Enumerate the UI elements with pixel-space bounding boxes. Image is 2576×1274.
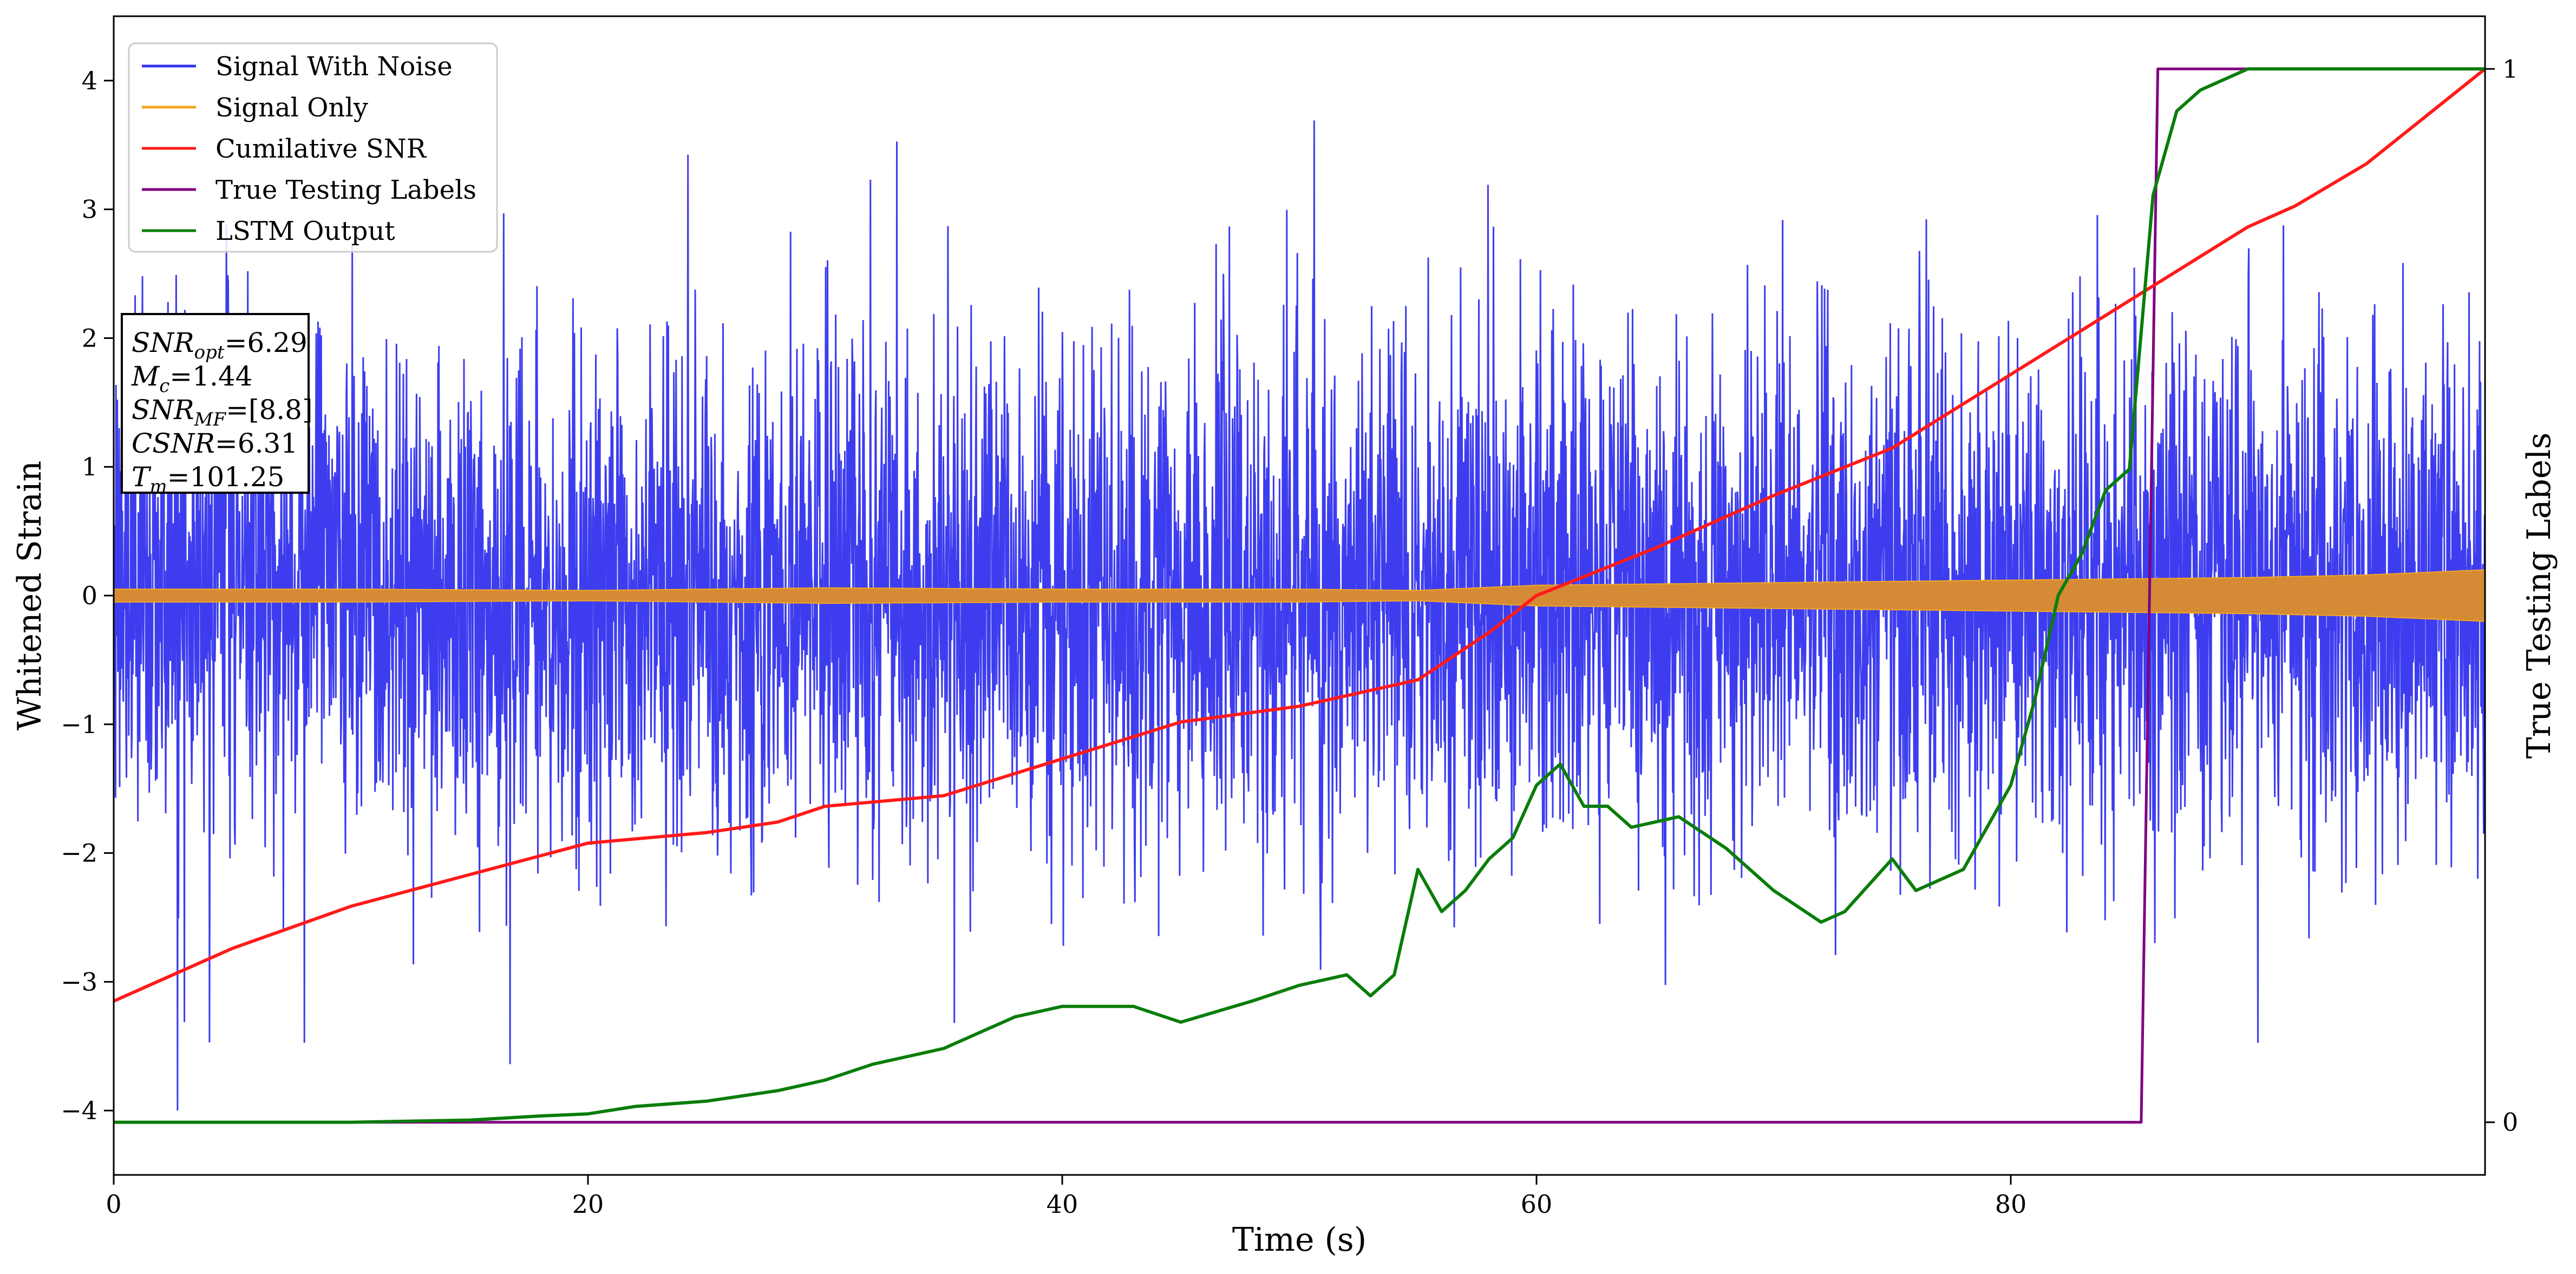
parameter-line: SNRMF=[8.8] <box>132 394 313 430</box>
y-left-tick-label: −1 <box>61 710 97 739</box>
x-axis: 0 20 40 60 80 <box>106 1175 2026 1219</box>
legend-label: LSTM Output <box>215 216 395 246</box>
legend-label: Signal With Noise <box>215 51 453 82</box>
right-axis-series <box>114 67 2485 1124</box>
y-left-tick-label: −4 <box>61 1096 97 1125</box>
y-axis-right-title: True Testing Labels <box>2520 433 2558 759</box>
y-axis-left: −4 −3 −2 −1 0 1 2 3 4 <box>61 66 114 1125</box>
true-testing-labels-line <box>114 67 2296 1124</box>
y-axis-right: 01 <box>2485 54 2518 1137</box>
y-left-tick-label: 3 <box>82 195 97 224</box>
parameter-line: CSNR=6.31 <box>132 428 298 459</box>
parameter-line: Mc=1.44 <box>131 361 252 397</box>
y-left-tick-label: 1 <box>82 452 97 481</box>
legend-label: Signal Only <box>215 93 368 123</box>
y-right-tick-label: 1 <box>2502 54 2518 83</box>
x-tick-label: 0 <box>106 1190 121 1219</box>
y-right-tick-label: 0 <box>2502 1108 2518 1137</box>
parameter-line: Tm=101.25 <box>132 461 284 498</box>
cumulative-snr-line <box>114 67 2485 1003</box>
parameter-line: SNRopt=6.29 <box>132 327 308 363</box>
legend-box <box>128 42 498 253</box>
legend-label: True Testing Labels <box>215 175 476 205</box>
lstm-output-line <box>114 67 2485 1124</box>
x-tick-label: 60 <box>1521 1190 1553 1219</box>
x-tick-label: 40 <box>1047 1190 1078 1219</box>
y-left-tick-label: −2 <box>61 839 97 868</box>
signal-only-band <box>114 569 2485 622</box>
parameters-box: SNRopt=6.29Mc=1.44SNRMF=[8.8]CSNR=6.31Tm… <box>121 313 313 498</box>
x-tick-label: 20 <box>572 1190 604 1219</box>
y-left-tick-label: 2 <box>82 323 97 352</box>
series-signal-only <box>114 569 2485 622</box>
x-axis-title: Time (s) <box>1232 1221 1367 1259</box>
parameters-box-frame <box>121 313 310 494</box>
y-axis-left-title: Whitened Strain <box>11 461 49 730</box>
y-left-tick-label: −3 <box>61 967 97 996</box>
x-tick-label: 80 <box>1995 1190 2027 1219</box>
y-left-tick-label: 4 <box>82 66 97 95</box>
legend: Signal With Noise Signal Only Cumilative S… <box>128 42 498 253</box>
legend-label: Cumilative SNR <box>215 134 427 164</box>
y-left-tick-label: 0 <box>82 581 97 610</box>
